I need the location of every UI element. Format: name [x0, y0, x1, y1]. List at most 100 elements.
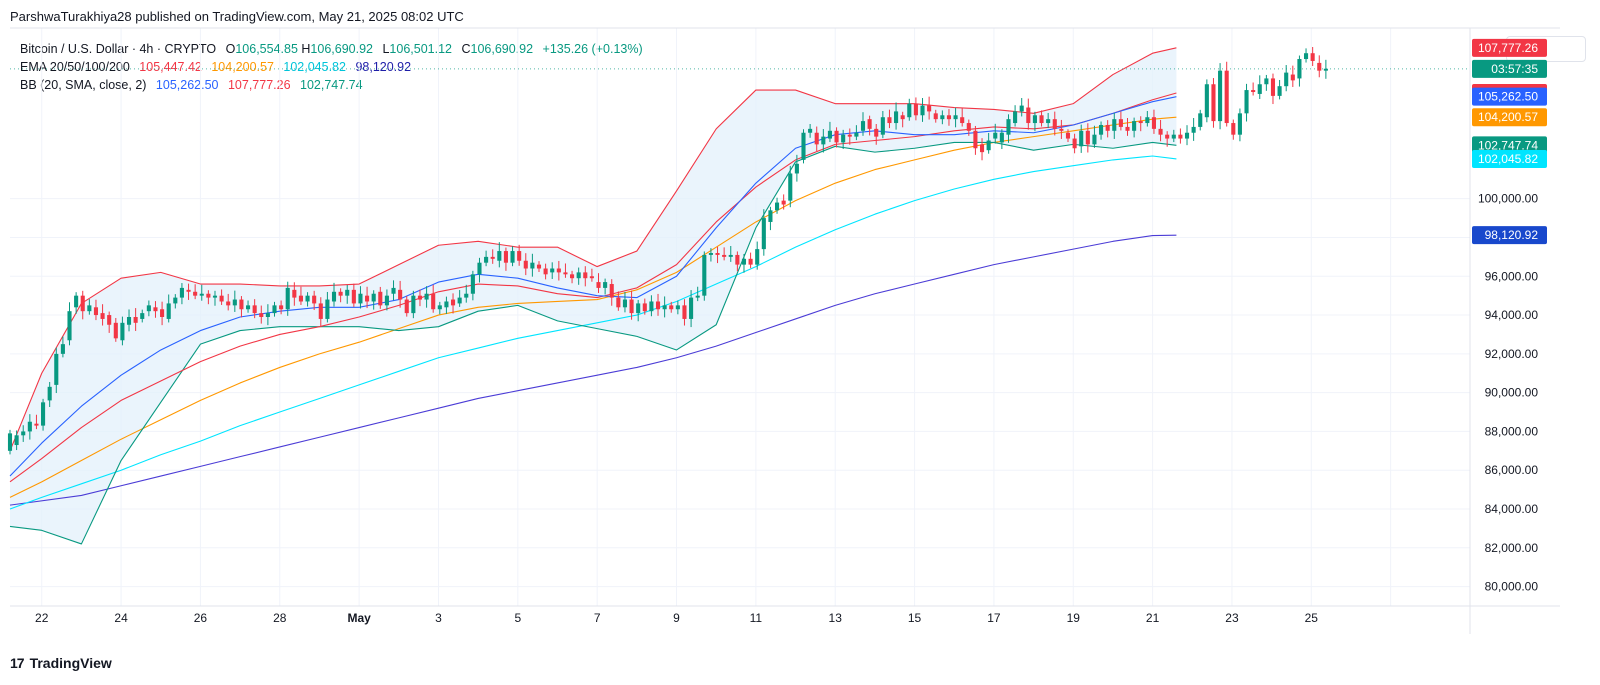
candle-body	[54, 353, 59, 385]
candle-body	[80, 295, 85, 312]
candle-body	[1323, 68, 1328, 71]
candle-body	[457, 297, 462, 304]
candle-body	[126, 317, 132, 325]
currency-button[interactable]: USD	[1506, 36, 1586, 62]
candle-body	[312, 295, 317, 304]
candle-body	[1171, 134, 1176, 139]
candle-body	[1198, 113, 1203, 127]
candle-body	[252, 305, 257, 314]
candle-body	[186, 289, 191, 292]
candle-body	[715, 252, 720, 255]
low-value: 106,501.12	[389, 42, 452, 56]
ema50-value: 104,200.57	[211, 60, 274, 74]
candle-body	[199, 293, 204, 296]
candle-body	[206, 293, 211, 298]
candle-body	[755, 249, 760, 265]
x-tick-label: 26	[194, 611, 208, 625]
candle-body	[212, 295, 218, 298]
candle-body	[841, 134, 846, 143]
ema-label[interactable]: EMA 20/50/100/200	[20, 60, 130, 74]
candle-body	[1065, 132, 1071, 139]
candle-body	[960, 117, 965, 124]
x-tick-label: 17	[987, 611, 1001, 625]
candle-body	[1158, 128, 1163, 135]
candle-body	[860, 121, 866, 131]
line-bb-lower	[9, 141, 1177, 545]
candle-body	[318, 303, 323, 319]
line-ema-20	[9, 92, 1177, 483]
legend-bb-row: BB (20, SMA, close, 2) 105,262.50 107,77…	[20, 76, 649, 94]
candle-body	[854, 132, 859, 137]
candle-body	[60, 344, 65, 354]
candle-body	[570, 274, 575, 279]
ema100-value: 102,045.82	[283, 60, 346, 74]
y-tick-label: 82,000.00	[1485, 541, 1539, 555]
candle-body	[616, 297, 621, 308]
y-tick-label: 100,000.00	[1478, 192, 1538, 206]
candle-body	[14, 435, 19, 446]
candle-body	[239, 299, 244, 310]
candle-body	[649, 301, 654, 312]
bollinger-band-fill	[10, 47, 1177, 544]
candle-body	[1191, 126, 1196, 133]
candles	[7, 47, 1328, 455]
candle-body	[536, 264, 542, 269]
candle-body	[232, 299, 237, 306]
chart-legend: Bitcoin / U.S. Dollar · 4h · CRYPTO O 106…	[20, 40, 649, 94]
candle-body	[708, 252, 713, 255]
candle-body	[920, 105, 925, 116]
bb-fill-area	[10, 47, 1177, 544]
x-tick-label: 5	[514, 611, 521, 625]
candle-body	[1251, 90, 1256, 93]
symbol-title[interactable]: Bitcoin / U.S. Dollar · 4h · CRYPTO	[20, 42, 217, 56]
candle-body	[298, 295, 303, 302]
candle-body	[834, 130, 839, 143]
price-tag	[1472, 108, 1547, 127]
line-ema-50	[9, 116, 1177, 498]
candle-body	[226, 301, 231, 306]
candle-body	[689, 297, 694, 319]
candle-body	[953, 115, 958, 120]
candle-body	[913, 103, 918, 116]
y-tick-label: 96,000.00	[1485, 269, 1539, 283]
ema200-value: 98,120.92	[355, 60, 412, 74]
candle-body	[1138, 121, 1143, 124]
candle-body	[973, 130, 978, 149]
candle-body	[484, 256, 489, 263]
candle-body	[1317, 62, 1322, 71]
candle-body	[21, 431, 26, 436]
candle-body	[874, 128, 879, 137]
candle-body	[1099, 124, 1104, 135]
price-tag-label: 03:57:35	[1491, 62, 1538, 76]
price-tag-label: 102,045.82	[1478, 152, 1538, 166]
candle-body	[245, 305, 251, 310]
candle-body	[517, 251, 522, 261]
candle-body	[1059, 128, 1064, 131]
open-key: O	[225, 42, 236, 56]
candle-body	[464, 293, 469, 298]
candle-body	[424, 293, 429, 300]
price-tags: 107,777.2603:57:35105,447.42105,262.5010…	[1472, 38, 1547, 245]
candle-body	[946, 115, 952, 120]
candle-body	[979, 144, 985, 153]
candle-body	[900, 115, 905, 120]
x-tick-label: 15	[908, 611, 922, 625]
candle-body	[431, 293, 436, 310]
candle-body	[999, 132, 1004, 143]
bb-basis-value: 105,262.50	[155, 78, 219, 92]
candle-body	[417, 295, 423, 300]
candle-body	[827, 130, 832, 139]
candle-body	[490, 256, 495, 259]
candle-body	[1231, 123, 1236, 135]
candle-body	[444, 301, 449, 308]
bb-label[interactable]: BB (20, SMA, close, 2)	[20, 78, 147, 92]
candle-body	[1019, 105, 1024, 112]
candle-body	[1026, 107, 1031, 124]
candle-body	[279, 305, 284, 310]
candle-body	[378, 291, 383, 306]
candle-body	[133, 317, 138, 323]
candle-body	[761, 218, 766, 250]
candle-body	[589, 276, 594, 279]
candle-body	[1112, 119, 1117, 131]
